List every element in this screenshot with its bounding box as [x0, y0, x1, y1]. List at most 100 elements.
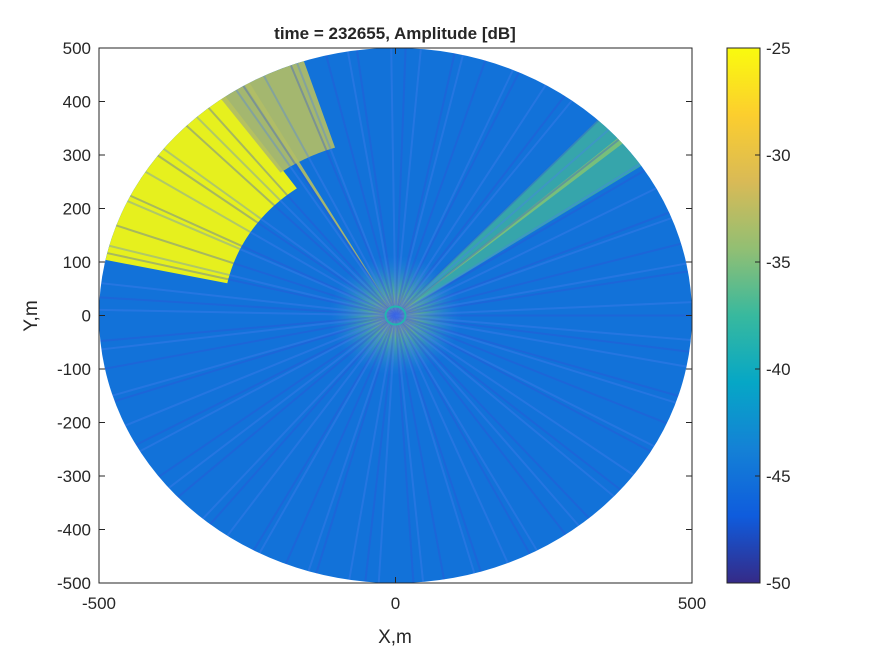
radial-streak — [394, 128, 610, 317]
radial-streak — [158, 314, 397, 478]
colorbar-tick-label: -50 — [766, 574, 791, 593]
radial-streak — [394, 71, 520, 316]
radial-streak — [202, 314, 397, 520]
radial-streak — [168, 314, 397, 489]
x-tick-label: -500 — [82, 594, 116, 613]
radial-streak — [395, 314, 652, 453]
y-tick-label: 300 — [63, 146, 91, 165]
radial-streak — [144, 170, 396, 317]
radial-streak — [394, 315, 531, 555]
radial-streak — [394, 314, 580, 527]
x-axis-label: X,m — [378, 627, 412, 648]
center-ring — [384, 305, 407, 326]
radial-streak — [395, 211, 670, 317]
radial-streak — [394, 54, 464, 316]
radial-streak — [377, 315, 397, 583]
radial-streak — [394, 169, 646, 317]
radial-streak — [262, 75, 397, 316]
radial-streak — [364, 315, 397, 582]
radial-streak — [394, 315, 482, 573]
y-tick-label: -100 — [57, 360, 91, 379]
colorbar-tick-label: -45 — [766, 467, 791, 486]
radial-streak — [394, 314, 615, 498]
radial-streak — [395, 314, 691, 342]
radial-streak — [394, 315, 476, 574]
radial-streak — [395, 187, 657, 317]
colorbar-tick-label: -35 — [766, 253, 791, 272]
radial-streak — [394, 163, 641, 317]
radial-streak — [394, 119, 599, 317]
radial-streak — [258, 315, 397, 554]
radial-streak — [185, 124, 397, 317]
y-tick-label: 500 — [63, 39, 91, 58]
radial-streak — [395, 314, 668, 425]
radial-streak — [395, 314, 677, 404]
radial-streak — [348, 315, 397, 580]
radial-streak — [394, 95, 566, 317]
radial-streak — [394, 48, 422, 316]
radial-streak — [394, 314, 590, 519]
radial-streak — [395, 217, 672, 317]
y-tick-label: -200 — [57, 414, 91, 433]
y-tick-label: -400 — [57, 521, 91, 540]
radial-streak — [315, 315, 397, 574]
radial-streak — [394, 138, 620, 317]
radial-streak — [394, 314, 635, 476]
feature-beam-nw — [245, 82, 396, 316]
chart-title: time = 232655, Amplitude [dB] — [274, 24, 516, 43]
radial-streak — [394, 314, 622, 491]
radial-streak — [390, 48, 397, 316]
radial-streak — [296, 62, 397, 316]
radial-streak — [162, 148, 397, 317]
radial-streak — [101, 282, 396, 317]
radial-streak — [196, 116, 397, 317]
radial-streak — [100, 314, 396, 342]
radial-streak — [346, 51, 397, 316]
radial-streak — [284, 315, 397, 565]
radial-streak — [395, 314, 679, 397]
feature-strong-return-region-nw — [105, 96, 297, 284]
radial-streak — [307, 315, 397, 572]
radial-streak — [135, 314, 396, 446]
radial-streak — [235, 89, 397, 317]
radial-streak — [289, 64, 397, 316]
colorbar-tick-label: -25 — [766, 39, 791, 58]
y-axis-label: Y,m — [21, 300, 42, 331]
radial-streak — [394, 314, 538, 552]
radial-streak — [124, 314, 396, 427]
radial-streak — [355, 50, 397, 316]
colorbar — [726, 47, 761, 584]
radial-streak — [99, 296, 396, 317]
radial-streak — [394, 60, 487, 316]
feature-near-field-center — [329, 255, 462, 376]
radial-streak — [177, 314, 397, 498]
radial-streak — [114, 314, 396, 403]
radial-streak — [242, 85, 397, 317]
radial-streak — [395, 242, 682, 317]
radial-streak — [325, 55, 397, 316]
radial-streak — [129, 194, 396, 317]
radial-streak — [394, 315, 425, 582]
radial-streak — [104, 314, 396, 370]
radial-streak — [394, 53, 456, 316]
radial-streak — [394, 314, 567, 536]
y-tick-label: 200 — [63, 200, 91, 219]
feature-wedge-ne — [395, 119, 642, 316]
radial-streak — [395, 301, 692, 317]
radial-streak — [394, 48, 407, 316]
radial-streak — [127, 200, 396, 317]
radial-streak — [394, 69, 514, 316]
y-tick-label: -500 — [57, 574, 91, 593]
radial-streak — [115, 224, 396, 317]
radial-streak — [99, 308, 396, 317]
x-tick-label: 0 — [391, 594, 400, 613]
y-tick-label: 100 — [63, 253, 91, 272]
radial-streak — [112, 314, 396, 397]
plot-area — [99, 48, 692, 583]
radial-streak — [394, 84, 547, 317]
radial-streak — [106, 252, 396, 317]
colorbar-tick-label: -30 — [766, 146, 791, 165]
radial-streak — [395, 270, 689, 317]
radial-streak — [395, 262, 687, 317]
